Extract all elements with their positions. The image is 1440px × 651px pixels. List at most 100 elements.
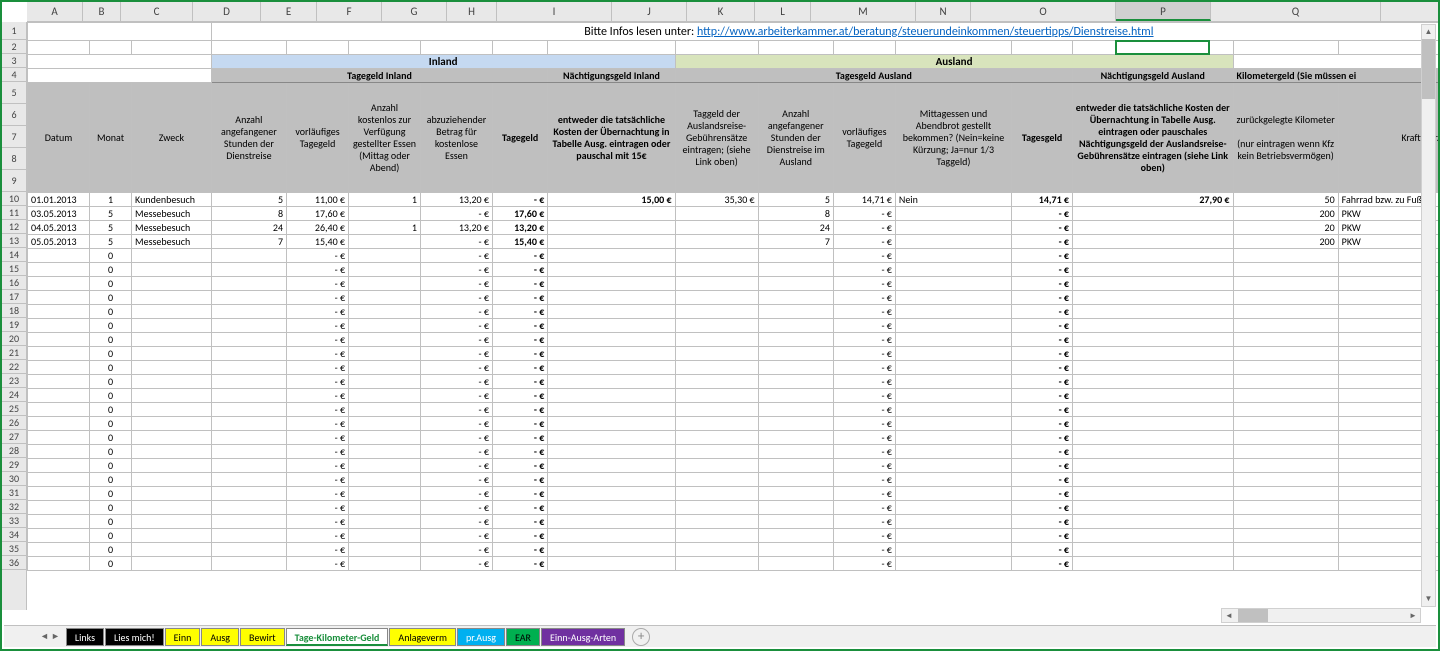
table-row[interactable]: 0- €- €- €- €- € — [28, 361, 1439, 375]
table-row[interactable]: 05.05.20135Messebesuch715,40 €- €15,40 €… — [28, 235, 1439, 249]
col-header-L[interactable]: L — [755, 2, 811, 21]
row-header-5[interactable]: 5 — [2, 82, 26, 104]
row-header-20[interactable]: 20 — [2, 332, 26, 346]
tab-ear[interactable]: EAR — [506, 628, 540, 646]
row-header-31[interactable]: 31 — [2, 486, 26, 500]
vertical-scrollbar[interactable]: ▲ ▼ — [1421, 24, 1436, 607]
col-header-G[interactable]: G — [382, 2, 447, 21]
row-header-33[interactable]: 33 — [2, 514, 26, 528]
col-header-P[interactable]: P — [1116, 2, 1211, 21]
row-header-11[interactable]: 11 — [2, 206, 26, 220]
row-header-4[interactable]: 4 — [2, 68, 26, 82]
row-header-9[interactable]: 9 — [2, 170, 26, 192]
table-row[interactable]: 03.05.20135Messebesuch817,60 €- €17,60 €… — [28, 207, 1439, 221]
col-header-Q[interactable]: Q — [1211, 2, 1381, 21]
row-header-14[interactable]: 14 — [2, 248, 26, 262]
table-row[interactable]: 0- €- €- €- €- € — [28, 529, 1439, 543]
row-header-13[interactable]: 13 — [2, 234, 26, 248]
horizontal-scrollbar[interactable]: ◄ ► — [1221, 608, 1421, 623]
tab-nav-icon[interactable]: ◄ ► — [34, 631, 66, 642]
add-sheet-button[interactable]: + — [632, 628, 650, 646]
table-row[interactable]: 0- €- €- €- €- € — [28, 347, 1439, 361]
column-headers[interactable]: ABCDEFGHIJKLMNOPQ — [27, 2, 1438, 22]
col-header-F[interactable]: F — [317, 2, 382, 21]
col-header-B[interactable]: B — [83, 2, 121, 21]
col-header-A[interactable]: A — [27, 2, 83, 21]
row-headers[interactable]: 1234567891011121314151617181920212223242… — [2, 22, 27, 610]
table-row[interactable]: 0- €- €- €- €- € — [28, 501, 1439, 515]
col-header-K[interactable]: K — [687, 2, 755, 21]
scroll-down-icon[interactable]: ▼ — [1422, 592, 1435, 606]
tab-lies-mich-[interactable]: Lies mich! — [105, 628, 164, 646]
row-header-15[interactable]: 15 — [2, 262, 26, 276]
table-row[interactable]: 0- €- €- €- €- € — [28, 557, 1439, 571]
col-header-H[interactable]: H — [447, 2, 497, 21]
table-row[interactable]: 0- €- €- €- €- € — [28, 305, 1439, 319]
col-header-E[interactable]: E — [261, 2, 317, 21]
row-header-8[interactable]: 8 — [2, 148, 26, 170]
row-header-23[interactable]: 23 — [2, 374, 26, 388]
row-header-21[interactable]: 21 — [2, 346, 26, 360]
table-row[interactable]: 0- €- €- €- €- € — [28, 291, 1439, 305]
table-row[interactable]: 04.05.20135Messebesuch2426,40 €113,20 €1… — [28, 221, 1439, 235]
table-row[interactable]: 0- €- €- €- €- € — [28, 375, 1439, 389]
col-header-C[interactable]: C — [121, 2, 193, 21]
col-header-M[interactable]: M — [811, 2, 916, 21]
table-row[interactable]: 0- €- €- €- €- € — [28, 389, 1439, 403]
scroll-thumb-v[interactable] — [1422, 39, 1435, 99]
scroll-up-icon[interactable]: ▲ — [1422, 25, 1435, 39]
row-header-19[interactable]: 19 — [2, 318, 26, 332]
row-header-16[interactable]: 16 — [2, 276, 26, 290]
table-row[interactable]: 0- €- €- €- €- € — [28, 459, 1439, 473]
col-header-O[interactable]: O — [971, 2, 1116, 21]
row-header-30[interactable]: 30 — [2, 472, 26, 486]
table-row[interactable]: 0- €- €- €- €- € — [28, 473, 1439, 487]
tab-tage-kilometer-geld[interactable]: Tage-Kilometer-Geld — [286, 628, 389, 646]
row-header-3[interactable]: 3 — [2, 54, 26, 68]
row-header-25[interactable]: 25 — [2, 402, 26, 416]
table-row[interactable]: 0- €- €- €- €- € — [28, 249, 1439, 263]
row-header-32[interactable]: 32 — [2, 500, 26, 514]
row-header-12[interactable]: 12 — [2, 220, 26, 234]
row-header-18[interactable]: 18 — [2, 304, 26, 318]
tab-bewirt[interactable]: Bewirt — [240, 628, 285, 646]
row-header-34[interactable]: 34 — [2, 528, 26, 542]
row-header-6[interactable]: 6 — [2, 104, 26, 126]
row-header-7[interactable]: 7 — [2, 126, 26, 148]
row-header-29[interactable]: 29 — [2, 458, 26, 472]
col-header-D[interactable]: D — [193, 2, 261, 21]
tab-ausg[interactable]: Ausg — [201, 628, 239, 646]
tab-einn-ausg-arten[interactable]: Einn-Ausg-Arten — [541, 628, 625, 646]
table-row[interactable]: 0- €- €- €- €- € — [28, 263, 1439, 277]
row-header-26[interactable]: 26 — [2, 416, 26, 430]
table-row[interactable]: 0- €- €- €- €- € — [28, 543, 1439, 557]
col-header-I[interactable]: I — [497, 2, 612, 21]
table-row[interactable]: 01.01.20131Kundenbesuch511,00 €113,20 €-… — [28, 193, 1439, 207]
tab-links[interactable]: Links — [66, 628, 104, 646]
spreadsheet-grid[interactable]: Bitte Infos lesen unter: http://www.arbe… — [27, 22, 1438, 610]
row-header-35[interactable]: 35 — [2, 542, 26, 556]
table-row[interactable]: 0- €- €- €- €- € — [28, 319, 1439, 333]
table-row[interactable]: 0- €- €- €- €- € — [28, 445, 1439, 459]
row-header-1[interactable]: 1 — [2, 22, 26, 40]
col-header-J[interactable]: J — [612, 2, 687, 21]
row-header-36[interactable]: 36 — [2, 556, 26, 570]
row-header-28[interactable]: 28 — [2, 444, 26, 458]
tab-einn[interactable]: Einn — [165, 628, 201, 646]
tab-anlageverm[interactable]: Anlageverm — [389, 628, 456, 646]
table-row[interactable]: 0- €- €- €- €- € — [28, 487, 1439, 501]
scroll-left-icon[interactable]: ◄ — [1222, 609, 1236, 622]
table-row[interactable]: 0- €- €- €- €- € — [28, 431, 1439, 445]
table-row[interactable]: 0- €- €- €- €- € — [28, 333, 1439, 347]
info-link[interactable]: http://www.arbeiterkammer.at/beratung/st… — [697, 25, 1154, 39]
table-row[interactable]: 0- €- €- €- €- € — [28, 403, 1439, 417]
table-row[interactable]: 0- €- €- €- €- € — [28, 277, 1439, 291]
scroll-right-icon[interactable]: ► — [1406, 609, 1420, 622]
row-header-2[interactable]: 2 — [2, 40, 26, 54]
row-header-17[interactable]: 17 — [2, 290, 26, 304]
col-header-N[interactable]: N — [916, 2, 971, 21]
tab-pr-ausg[interactable]: pr.Ausg — [457, 628, 505, 646]
row-header-22[interactable]: 22 — [2, 360, 26, 374]
row-header-10[interactable]: 10 — [2, 192, 26, 206]
row-header-27[interactable]: 27 — [2, 430, 26, 444]
